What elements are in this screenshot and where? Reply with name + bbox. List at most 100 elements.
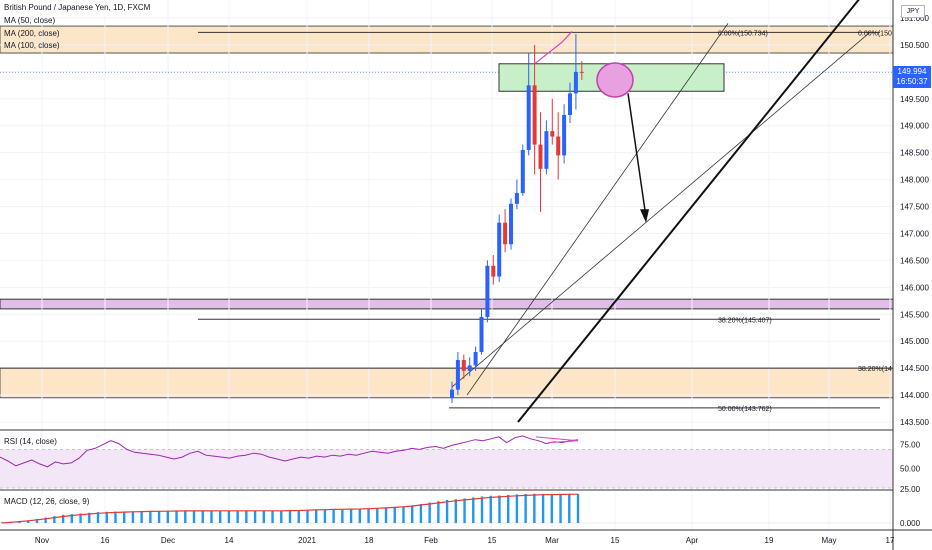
price-tick: 148.000 [900, 176, 929, 185]
macd-histogram-bar [480, 496, 484, 523]
time-tick: 15 [488, 536, 497, 545]
ma50-legend: MA (50, close) [4, 16, 56, 25]
fib-label: 0.00%(150. [858, 30, 894, 37]
macd-histogram-bar [201, 510, 204, 523]
ma100-legend: MA (100, close) [4, 41, 60, 50]
macd-histogram-bar [559, 494, 562, 523]
macd-histogram-bar [210, 510, 213, 523]
price-tick: 148.500 [900, 149, 929, 158]
candle-body [450, 389, 454, 398]
currency-label[interactable]: JPY [901, 5, 925, 18]
rsi-tick: 75.00 [900, 441, 921, 450]
price-tick: 145.000 [900, 337, 929, 346]
price-tick: 145.500 [900, 310, 929, 319]
time-tick: 19 [765, 536, 774, 545]
demand-zone [0, 367, 894, 399]
candle-body [579, 71, 584, 73]
rsi-legend: RSI (14, close) [4, 437, 57, 446]
macd-histogram-bar [245, 510, 248, 523]
macd-histogram-bar [332, 509, 335, 523]
macd-histogram-bar [506, 494, 510, 523]
macd-histogram-bar [349, 508, 353, 523]
trendline-thin-1 [466, 23, 729, 396]
macd-histogram-bar [533, 493, 536, 523]
time-tick: Mar [545, 536, 559, 545]
support-band [0, 298, 894, 310]
macd-histogram-bar [280, 510, 283, 523]
fib-label: 50.00%(143.762) [718, 406, 772, 413]
time-tick: Dec [161, 536, 175, 545]
divergence-line-rsi [535, 436, 579, 444]
candle-body [479, 316, 484, 352]
price-tick: 144.500 [900, 364, 929, 373]
candle-body [514, 193, 519, 204]
time-tick: 2021 [298, 536, 316, 545]
price-tick: 149.500 [900, 95, 929, 104]
macd-tick: 0.000 [900, 519, 921, 528]
macd-histogram-bar [70, 514, 74, 523]
macd-histogram-bar [489, 495, 492, 523]
trendline-thin-2 [451, 32, 871, 388]
candle-body [491, 265, 496, 277]
time-tick: 15 [611, 536, 620, 545]
arrow-head [640, 209, 649, 223]
macd-histogram-bar [253, 510, 257, 523]
macd-histogram-bar [568, 493, 571, 523]
macd-histogram-bar [393, 506, 396, 523]
time-tick: Apr [686, 536, 699, 545]
macd-histogram-bar [175, 510, 178, 523]
macd-histogram-bar [192, 510, 196, 523]
macd-histogram-bar [524, 494, 527, 523]
macd-tick: 25.00 [900, 485, 921, 494]
macd-histogram-bar [367, 508, 370, 523]
macd-histogram-bar [376, 508, 379, 523]
macd-histogram-bar [428, 502, 431, 523]
time-tick: Feb [424, 536, 438, 545]
macd-histogram-bar [576, 493, 580, 523]
price-tick: 151.000 [900, 14, 929, 23]
macd-histogram-bar [114, 511, 117, 523]
macd-histogram-bar [541, 493, 545, 523]
macd-histogram-bar [419, 503, 423, 523]
time-tick: 14 [225, 536, 234, 545]
macd-histogram-bar [61, 514, 65, 523]
price-tick: 147.000 [900, 229, 929, 238]
macd-histogram-bar [498, 495, 501, 523]
macd-histogram-bar [437, 501, 440, 523]
macd-histogram-bar [79, 513, 82, 523]
macd-histogram-bar [323, 509, 327, 523]
projection-arrow [627, 93, 647, 218]
candle-body [503, 222, 508, 245]
candle-body [544, 131, 549, 169]
candle-body [573, 71, 578, 94]
macd-histogram-bar [166, 510, 170, 523]
price-tick: 150.500 [900, 41, 929, 50]
macd-histogram-bar [262, 510, 266, 523]
time-tick: Nov [35, 536, 49, 545]
macd-histogram-bar [96, 512, 100, 523]
fib-label: 38.20%(145.407) [718, 317, 772, 324]
current-price-tag: 149.994 16:50:37 [893, 66, 931, 88]
price-tick: 143.500 [900, 418, 929, 427]
candle-body [467, 365, 472, 371]
macd-histogram-bar [88, 512, 91, 523]
price-tick: 144.000 [900, 391, 929, 400]
macd-histogram-bar [314, 509, 318, 523]
macd-histogram-bar [445, 499, 449, 523]
time-tick: May [821, 536, 836, 545]
candle-body [526, 85, 531, 150]
candle-body [562, 114, 567, 156]
time-tick: 16 [101, 536, 110, 545]
macd-histogram-bar [515, 494, 519, 523]
candle-body [568, 93, 572, 115]
macd-histogram-bar [410, 505, 414, 523]
macd-histogram-bar [105, 511, 108, 523]
fib-label: 38.20%(14 [858, 366, 892, 373]
macd-histogram-bar [306, 509, 309, 523]
trendline-thick [517, 0, 860, 423]
candle-body [538, 144, 543, 169]
candle-body [509, 203, 513, 245]
candle-body [532, 85, 537, 145]
macd-histogram-bar [358, 508, 362, 523]
